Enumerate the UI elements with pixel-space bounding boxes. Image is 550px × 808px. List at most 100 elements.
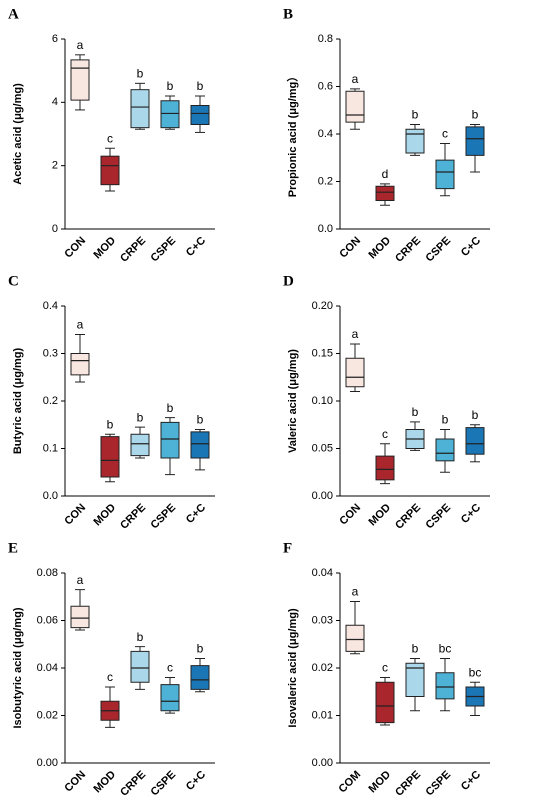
y-tick-label: 0.4: [43, 300, 58, 312]
box: [160, 421, 180, 459]
significance-letter: b: [442, 413, 449, 427]
y-tick-label: 0.05: [312, 442, 333, 454]
significance-letter: c: [167, 661, 173, 675]
y-tick-label: 0.06: [37, 614, 58, 626]
x-tick-label: CRPE: [393, 502, 423, 532]
y-tick-label: 0.2: [43, 395, 58, 407]
x-tick-label: CRPE: [393, 769, 423, 799]
significance-letter: a: [352, 72, 359, 86]
box: [465, 126, 485, 156]
x-tick-label: C+C: [184, 769, 208, 793]
y-tick-label: 0.8: [318, 33, 333, 45]
box: [130, 89, 150, 129]
y-tick-label: 0.01: [312, 709, 333, 721]
y-tick-label: 0.0: [318, 223, 333, 235]
box: [160, 100, 180, 129]
x-tick-label: CON: [337, 502, 363, 528]
y-tick-label: 0.08: [37, 567, 58, 579]
box: [435, 159, 455, 190]
significance-letter: a: [77, 318, 84, 332]
y-tick-label: 0.02: [312, 662, 333, 674]
box: [345, 357, 365, 388]
significance-letter: c: [382, 427, 388, 441]
panel-label: A: [8, 6, 19, 22]
panel-label: E: [8, 540, 18, 556]
significance-letter: a: [352, 327, 359, 341]
y-axis-label: Propionic acid (μg/mg）: [286, 71, 299, 198]
panel-label: B: [283, 6, 293, 22]
significance-letter: d: [382, 167, 389, 181]
y-tick-label: 0.0: [43, 490, 58, 502]
y-tick-label: 0.15: [312, 347, 333, 359]
box: [130, 650, 150, 683]
y-tick-label: 2: [52, 160, 58, 172]
significance-letter: b: [472, 108, 479, 122]
y-tick-label: 0.02: [37, 709, 58, 721]
box: [375, 681, 395, 724]
x-tick-label: MOD: [92, 502, 119, 529]
box: [435, 672, 455, 700]
y-axis-label: Valeric acid (μg/mg): [287, 349, 299, 453]
x-tick-label: MOD: [92, 235, 119, 262]
y-tick-label: 6: [52, 33, 58, 45]
box: [375, 185, 395, 201]
x-tick-label: CSPE: [423, 502, 453, 532]
x-tick-label: CRPE: [393, 235, 423, 265]
y-tick-label: 0.3: [43, 347, 58, 359]
significance-letter: b: [137, 67, 144, 81]
significance-letter: bc: [469, 665, 482, 679]
significance-letter: c: [442, 127, 448, 141]
x-tick-label: CRPE: [118, 502, 148, 532]
x-tick-label: C+C: [459, 502, 483, 526]
significance-letter: c: [382, 661, 388, 675]
x-tick-label: C+C: [459, 769, 483, 793]
significance-letter: b: [197, 642, 204, 656]
x-tick-label: MOD: [92, 769, 119, 796]
panel-label: F: [283, 540, 292, 556]
y-tick-label: 0.4: [318, 128, 333, 140]
x-tick-label: CRPE: [118, 769, 148, 799]
x-tick-label: C+C: [184, 235, 208, 259]
significance-letter: c: [107, 131, 113, 145]
significance-letter: b: [137, 410, 144, 424]
significance-letter: c: [107, 670, 113, 684]
x-tick-label: MOD: [367, 502, 394, 529]
box: [70, 353, 90, 376]
box: [375, 455, 395, 481]
significance-letter: b: [197, 413, 204, 427]
x-tick-label: CON: [62, 502, 88, 528]
significance-letter: b: [412, 642, 419, 656]
panel-label: C: [8, 273, 19, 289]
y-axis-label: Isobutyric acid (μg/mg): [12, 607, 24, 728]
significance-letter: b: [167, 79, 174, 93]
box: [160, 684, 180, 712]
y-axis-label: Isovaleric acid (μg/mg): [287, 608, 299, 728]
y-tick-label: 0.10: [312, 395, 333, 407]
box: [465, 427, 485, 455]
x-tick-label: CSPE: [423, 235, 453, 265]
box: [100, 155, 120, 186]
box: [190, 431, 210, 459]
box: [70, 605, 90, 629]
significance-letter: a: [77, 38, 84, 52]
y-axis-label: Acetic acid (μg/mg): [12, 83, 24, 185]
significance-letter: b: [197, 79, 204, 93]
x-tick-label: CON: [337, 235, 363, 261]
significance-letter: a: [352, 585, 359, 599]
box: [70, 59, 90, 101]
y-tick-label: 0.04: [37, 662, 58, 674]
y-tick-label: 0.04: [312, 567, 333, 579]
box: [190, 665, 210, 690]
y-tick-label: 0.20: [312, 300, 333, 312]
y-tick-label: 4: [52, 96, 58, 108]
box: [190, 105, 210, 125]
significance-letter: b: [107, 417, 114, 431]
y-tick-label: 0.00: [312, 490, 333, 502]
x-tick-label: CSPE: [148, 502, 178, 532]
significance-letter: b: [412, 405, 419, 419]
box: [405, 662, 425, 697]
box: [405, 128, 425, 154]
x-tick-label: CON: [62, 235, 88, 261]
x-tick-label: CSPE: [148, 769, 178, 799]
